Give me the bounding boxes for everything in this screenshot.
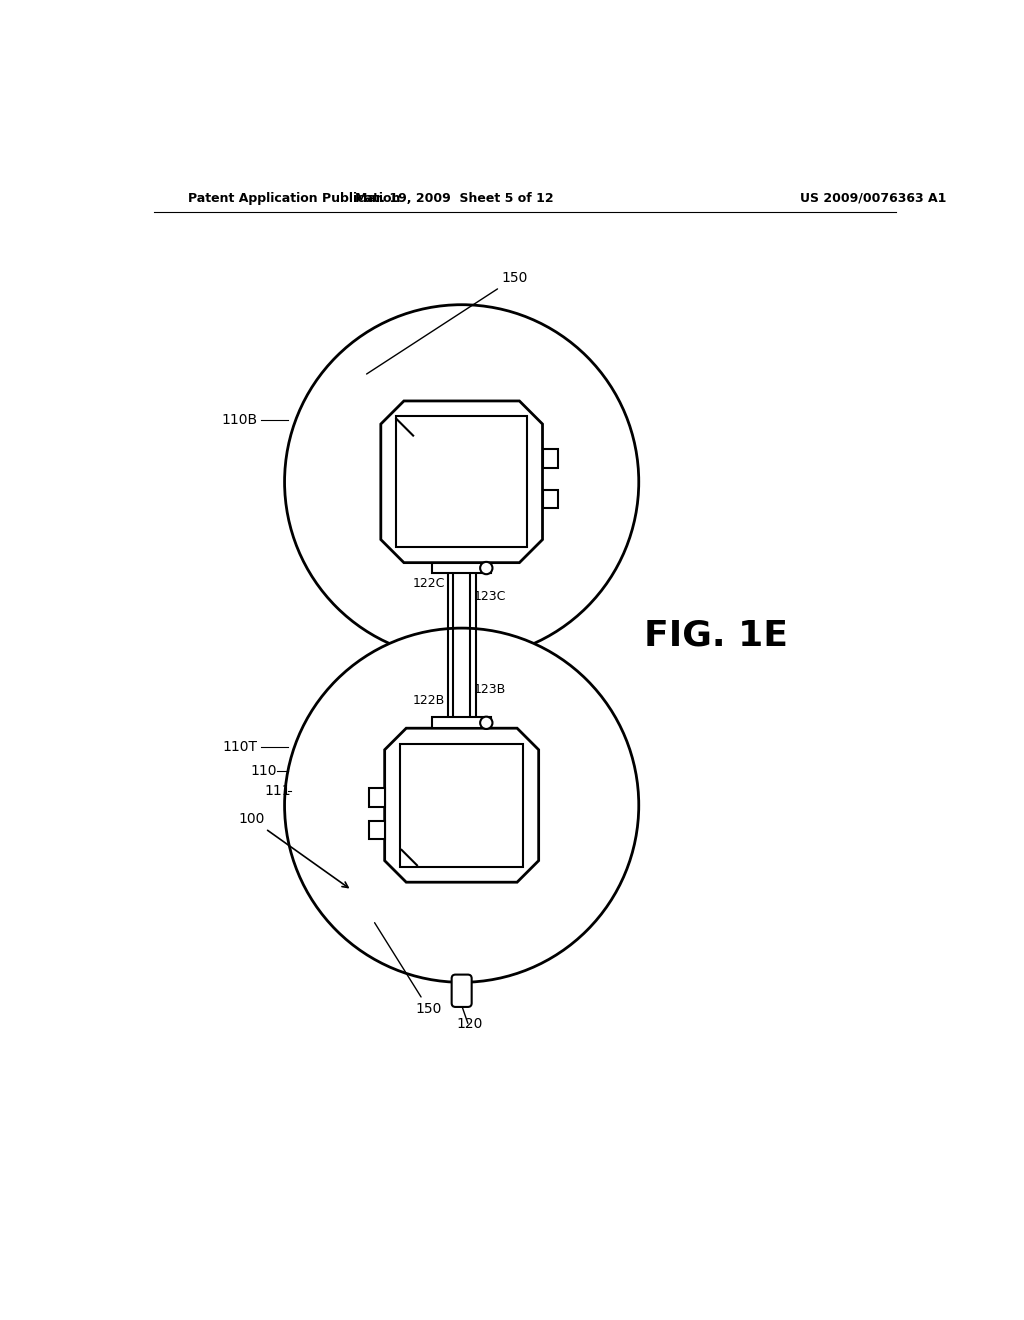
Bar — [370, 821, 385, 840]
Text: 150: 150 — [367, 271, 528, 374]
Bar — [400, 743, 523, 867]
Text: US 2009/0076363 A1: US 2009/0076363 A1 — [801, 191, 947, 205]
Text: 122B: 122B — [413, 693, 444, 706]
Polygon shape — [385, 729, 539, 882]
Circle shape — [480, 717, 493, 729]
Bar — [432, 562, 490, 573]
Bar — [370, 788, 385, 807]
Text: 122C: 122C — [413, 577, 444, 590]
FancyBboxPatch shape — [452, 974, 472, 1007]
Text: 111: 111 — [264, 784, 291, 799]
Text: 150: 150 — [375, 923, 441, 1016]
Text: Patent Application Publication: Patent Application Publication — [188, 191, 400, 205]
Text: 110T: 110T — [222, 741, 258, 755]
Circle shape — [480, 562, 493, 574]
Circle shape — [285, 628, 639, 982]
Bar — [396, 416, 527, 548]
Bar — [543, 490, 558, 508]
Text: 123B: 123B — [474, 682, 506, 696]
Bar — [543, 449, 558, 469]
Polygon shape — [381, 401, 543, 562]
Text: 110: 110 — [250, 763, 276, 777]
Text: 120: 120 — [456, 1018, 482, 1031]
Text: FIG. 1E: FIG. 1E — [644, 619, 787, 653]
Text: 100: 100 — [239, 812, 348, 887]
Text: 110B: 110B — [221, 413, 258, 428]
Text: 123C: 123C — [474, 590, 506, 603]
Circle shape — [285, 305, 639, 659]
Bar — [432, 718, 490, 729]
Text: Mar. 19, 2009  Sheet 5 of 12: Mar. 19, 2009 Sheet 5 of 12 — [354, 191, 553, 205]
